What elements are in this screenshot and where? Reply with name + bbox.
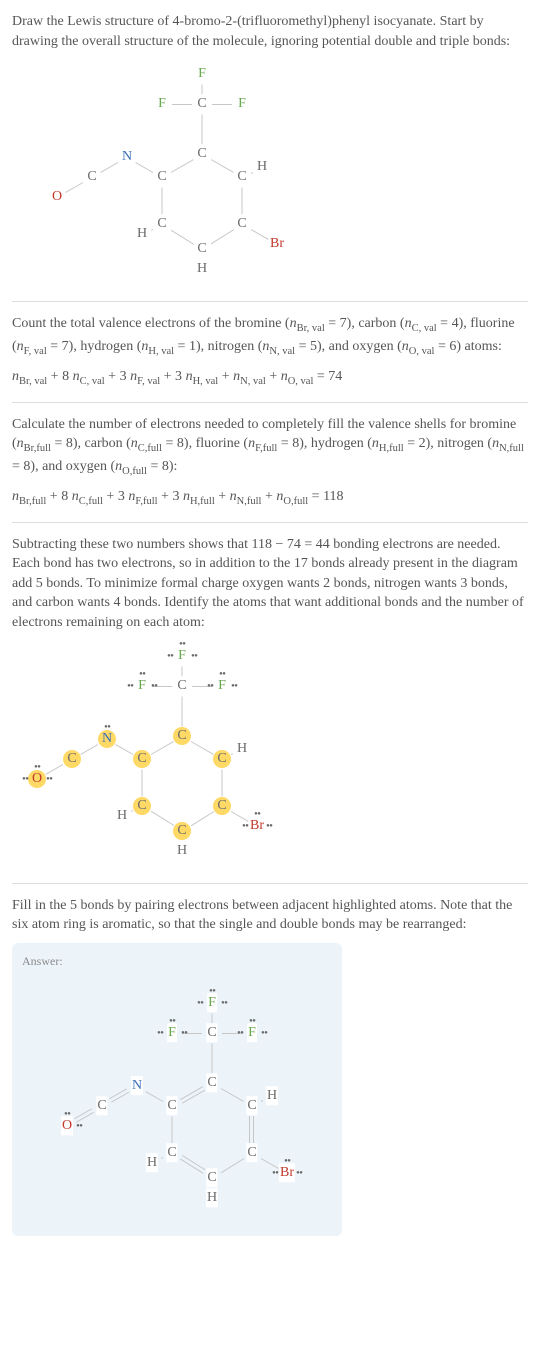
atom-c2: C: [206, 1073, 217, 1093]
atom-c4: C: [213, 797, 231, 815]
n-c-val: 4: [452, 316, 459, 331]
structure-diagram-answer: FFFCCCHCBrCHCHCNCO● ●● ●● ●● ●● ●● ●● ●●…: [22, 978, 312, 1218]
divider: [12, 522, 528, 523]
atom-f1: F: [177, 646, 187, 666]
atom-h5: H: [196, 259, 208, 279]
n-n-full: 8: [23, 459, 30, 474]
valence-count-text: Count the total valence electrons of the…: [12, 314, 528, 359]
divider: [12, 883, 528, 884]
fill-bonds-text: Fill in the 5 bonds by pairing electrons…: [12, 896, 528, 935]
atom-f2: F: [137, 676, 147, 696]
atom-f2: F: [157, 94, 167, 114]
valence-total: 74: [328, 369, 342, 384]
atom-o: O: [51, 187, 63, 207]
atom-br: Br: [279, 1163, 295, 1183]
atom-h5: H: [206, 1188, 218, 1208]
answer-label: Answer:: [22, 953, 332, 970]
atom-o: O: [61, 1116, 73, 1136]
atom-n: N: [131, 1076, 143, 1096]
atom-h3: H: [266, 1086, 278, 1106]
atom-h6: H: [116, 806, 128, 826]
divider: [12, 301, 528, 302]
atom-f1: F: [197, 64, 207, 84]
atom-c6: C: [133, 797, 151, 815]
divider: [12, 402, 528, 403]
atom-c5: C: [196, 239, 207, 259]
n-br-val: 7: [340, 316, 347, 331]
n-h-full: 2: [419, 436, 426, 451]
atom-br: Br: [269, 234, 285, 254]
atom-c2: C: [196, 144, 207, 164]
n-n-val: 5: [310, 339, 317, 354]
atom-c3: C: [246, 1096, 257, 1116]
atom-f3: F: [247, 1023, 257, 1043]
atom-n: N: [98, 730, 116, 748]
full-equation: nBr,full + 8 nC,full + 3 nF,full + 3 nH,…: [12, 487, 528, 509]
n-c-full: 8: [177, 436, 184, 451]
atom-f3: F: [237, 94, 247, 114]
valence-equation: nBr, val + 8 nC, val + 3 nF, val + 3 nH,…: [12, 367, 528, 389]
n-o-val: 6: [449, 339, 456, 354]
atom-n: N: [121, 147, 133, 167]
atom-c4: C: [236, 214, 247, 234]
atom-c6: C: [156, 214, 167, 234]
atom-c1: C: [196, 94, 207, 114]
atom-c7: C: [156, 167, 167, 187]
n-o-full: 8: [162, 459, 169, 474]
atom-c4: C: [246, 1143, 257, 1163]
intro-text: Draw the Lewis structure of 4-bromo-2-(t…: [12, 12, 528, 51]
atom-f1: F: [207, 993, 217, 1013]
atom-c3: C: [213, 750, 231, 768]
atom-c7: C: [133, 750, 151, 768]
atom-br: Br: [249, 816, 265, 836]
atom-c3: C: [236, 167, 247, 187]
answer-box: Answer: FFFCCCHCBrCHCHCNCO● ●● ●● ●● ●● …: [12, 943, 342, 1236]
atom-o: O: [28, 770, 46, 788]
n-f-val: 7: [62, 339, 69, 354]
atom-c8: C: [96, 1096, 107, 1116]
atom-c2: C: [173, 727, 191, 745]
atom-c5: C: [173, 822, 191, 840]
atom-c8: C: [63, 750, 81, 768]
atom-h3: H: [256, 157, 268, 177]
atom-f3: F: [217, 676, 227, 696]
atom-f2: F: [167, 1023, 177, 1043]
atom-h6: H: [136, 224, 148, 244]
structure-diagram-2: FFFCCCHCBrCHCHCNCO● ●● ●● ●● ●● ●● ●● ●●…: [12, 641, 292, 871]
n-h-val: 1: [189, 339, 196, 354]
full-total: 118: [323, 489, 343, 504]
atom-c1: C: [176, 676, 187, 696]
atom-c6: C: [166, 1143, 177, 1163]
atom-c8: C: [86, 167, 97, 187]
bonding-text: Subtracting these two numbers shows that…: [12, 535, 528, 633]
atom-c5: C: [206, 1168, 217, 1188]
atom-c7: C: [166, 1096, 177, 1116]
atom-h6: H: [146, 1153, 158, 1173]
atom-h5: H: [176, 841, 188, 861]
full-shell-text: Calculate the number of electrons needed…: [12, 415, 528, 480]
structure-diagram-1: FFFCCCHCBrCHCHCNCO: [32, 59, 312, 289]
atom-c1: C: [206, 1023, 217, 1043]
n-f-full: 8: [292, 436, 299, 451]
n-br-full: 8: [66, 436, 73, 451]
atom-h3: H: [236, 739, 248, 759]
